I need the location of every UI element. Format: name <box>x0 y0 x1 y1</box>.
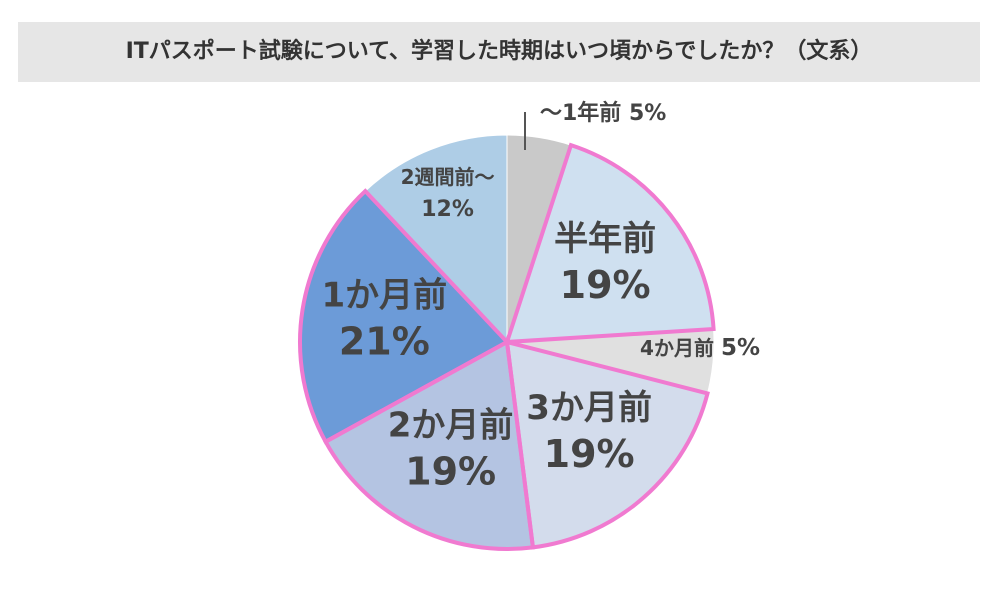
slice-2-label: 4か月前 5% <box>640 335 760 361</box>
slice-4-percent: 19% <box>405 450 496 494</box>
slice-1-label: 半年前 <box>554 219 656 259</box>
slice-5-label: 1か月前 <box>321 276 447 316</box>
slice-1-percent: 19% <box>560 263 651 307</box>
slice-4-outline <box>322 338 536 551</box>
slice-3-percent: 19% <box>544 432 635 476</box>
slice-3-outline <box>504 339 710 550</box>
chart-title: ITパスポート試験について、学習した時期はいつ頃からでしたか？（文系） <box>125 39 873 64</box>
slice-6 <box>364 134 508 344</box>
slices <box>299 134 715 550</box>
title-bar: ITパスポート試験について、学習した時期はいつ頃からでしたか？（文系） <box>18 22 980 82</box>
slice-6-percent: 12% <box>421 197 474 222</box>
slice-4-label: 2か月前 <box>388 406 514 446</box>
slice-0-label: 〜1年前 5% <box>540 100 666 126</box>
slice-5-outline <box>298 188 511 445</box>
slice-3-label: 3か月前 <box>526 388 652 428</box>
slice-1-outline <box>504 142 716 345</box>
slice-6-label: 2週間前〜 <box>401 165 495 189</box>
highlight-outlines <box>298 142 716 551</box>
slice-5-percent: 21% <box>339 320 430 364</box>
